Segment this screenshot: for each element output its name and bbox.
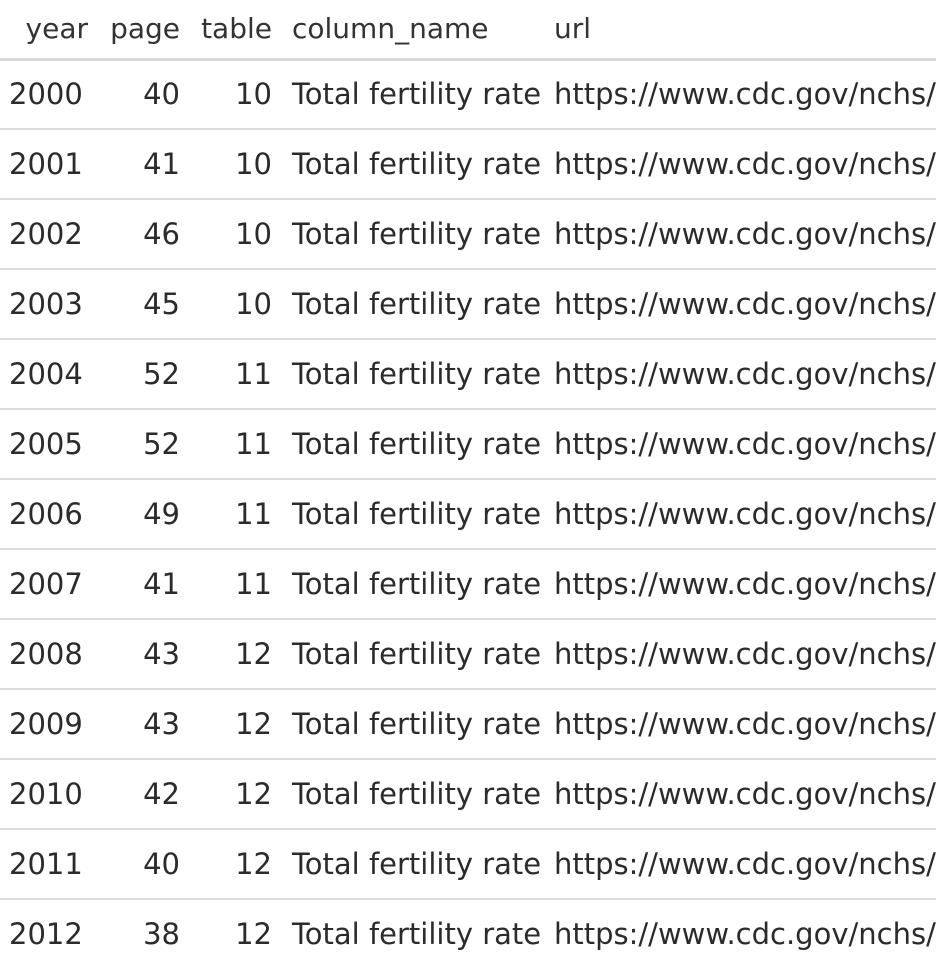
table-row: 2007 41 11 Total fertility rate https://…: [0, 549, 936, 620]
cell-url[interactable]: https://www.cdc.gov/nchs/: [544, 409, 936, 480]
table-row: 2005 52 11 Total fertility rate https://…: [0, 409, 936, 480]
cell-column-name: Total fertility rate: [282, 759, 544, 830]
table-row: 2009 43 12 Total fertility rate https://…: [0, 689, 936, 760]
table-row: 2001 41 10 Total fertility rate https://…: [0, 129, 936, 200]
table-row: 2011 40 12 Total fertility rate https://…: [0, 829, 936, 900]
cell-year: 2003: [0, 269, 98, 340]
cell-table: 11: [190, 479, 282, 550]
header-table[interactable]: table: [190, 0, 282, 61]
cell-year: 2009: [0, 689, 98, 760]
cell-page: 40: [98, 59, 190, 130]
header-page[interactable]: page: [98, 0, 190, 61]
cell-url[interactable]: https://www.cdc.gov/nchs/: [544, 129, 936, 200]
cell-url[interactable]: https://www.cdc.gov/nchs/: [544, 619, 936, 690]
cell-table: 12: [190, 899, 282, 960]
cell-table: 10: [190, 59, 282, 130]
cell-table: 10: [190, 199, 282, 270]
cell-column-name: Total fertility rate: [282, 829, 544, 900]
cell-year: 2005: [0, 409, 98, 480]
cell-page: 40: [98, 829, 190, 900]
cell-year: 2002: [0, 199, 98, 270]
table-row: 2008 43 12 Total fertility rate https://…: [0, 619, 936, 690]
cell-url[interactable]: https://www.cdc.gov/nchs/: [544, 479, 936, 550]
cell-table: 12: [190, 689, 282, 760]
cell-column-name: Total fertility rate: [282, 409, 544, 480]
cell-url[interactable]: https://www.cdc.gov/nchs/: [544, 199, 936, 270]
cell-year: 2000: [0, 59, 98, 130]
cell-url[interactable]: https://www.cdc.gov/nchs/: [544, 899, 936, 960]
cell-page: 46: [98, 199, 190, 270]
cell-page: 52: [98, 339, 190, 410]
table-row: 2003 45 10 Total fertility rate https://…: [0, 269, 936, 340]
cell-page: 43: [98, 689, 190, 760]
table-row: 2004 52 11 Total fertility rate https://…: [0, 339, 936, 410]
cell-column-name: Total fertility rate: [282, 479, 544, 550]
cell-year: 2001: [0, 129, 98, 200]
cell-year: 2010: [0, 759, 98, 830]
cell-table: 12: [190, 619, 282, 690]
header-column-name[interactable]: column_name: [282, 0, 544, 61]
cell-url[interactable]: https://www.cdc.gov/nchs/: [544, 549, 936, 620]
cell-page: 41: [98, 129, 190, 200]
cell-column-name: Total fertility rate: [282, 269, 544, 340]
cell-page: 45: [98, 269, 190, 340]
cell-page: 49: [98, 479, 190, 550]
cell-url[interactable]: https://www.cdc.gov/nchs/: [544, 269, 936, 340]
cell-url[interactable]: https://www.cdc.gov/nchs/: [544, 339, 936, 410]
cell-table: 11: [190, 409, 282, 480]
cell-year: 2011: [0, 829, 98, 900]
cell-column-name: Total fertility rate: [282, 339, 544, 410]
cell-url[interactable]: https://www.cdc.gov/nchs/: [544, 59, 936, 130]
cell-column-name: Total fertility rate: [282, 129, 544, 200]
cell-page: 38: [98, 899, 190, 960]
cell-page: 42: [98, 759, 190, 830]
cell-column-name: Total fertility rate: [282, 689, 544, 760]
cell-url[interactable]: https://www.cdc.gov/nchs/: [544, 759, 936, 830]
cell-year: 2008: [0, 619, 98, 690]
cell-column-name: Total fertility rate: [282, 619, 544, 690]
cell-page: 41: [98, 549, 190, 620]
cell-table: 10: [190, 129, 282, 200]
cell-table: 12: [190, 759, 282, 830]
cell-year: 2012: [0, 899, 98, 960]
header-year[interactable]: year: [0, 0, 98, 61]
cell-table: 10: [190, 269, 282, 340]
cell-page: 52: [98, 409, 190, 480]
table-row: 2000 40 10 Total fertility rate https://…: [0, 59, 936, 130]
table-row: 2012 38 12 Total fertility rate https://…: [0, 899, 936, 960]
cell-table: 12: [190, 829, 282, 900]
table-row: 2006 49 11 Total fertility rate https://…: [0, 479, 936, 550]
header-url[interactable]: url: [544, 0, 936, 61]
cell-url[interactable]: https://www.cdc.gov/nchs/: [544, 829, 936, 900]
cell-table: 11: [190, 549, 282, 620]
table-row: 2002 46 10 Total fertility rate https://…: [0, 199, 936, 270]
cell-page: 43: [98, 619, 190, 690]
table-header-row: year page table column_name url: [0, 0, 936, 61]
cell-column-name: Total fertility rate: [282, 199, 544, 270]
cell-year: 2004: [0, 339, 98, 410]
cell-url[interactable]: https://www.cdc.gov/nchs/: [544, 689, 936, 760]
table-row: 2010 42 12 Total fertility rate https://…: [0, 759, 936, 830]
cell-table: 11: [190, 339, 282, 410]
cell-column-name: Total fertility rate: [282, 59, 544, 130]
cell-column-name: Total fertility rate: [282, 899, 544, 960]
cell-year: 2006: [0, 479, 98, 550]
cell-year: 2007: [0, 549, 98, 620]
cell-column-name: Total fertility rate: [282, 549, 544, 620]
